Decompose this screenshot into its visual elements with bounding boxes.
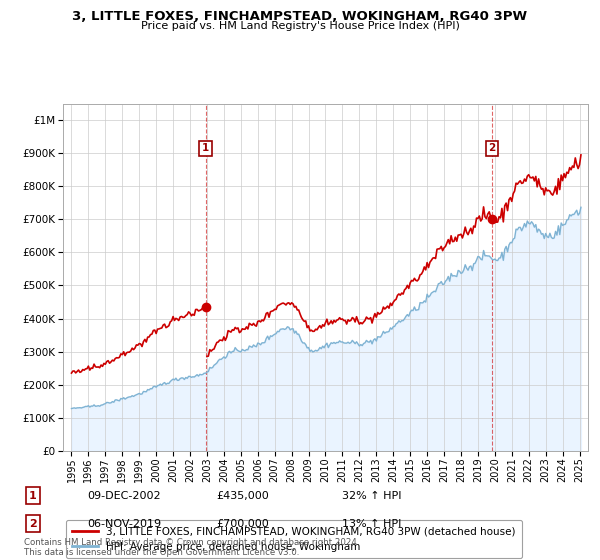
Text: 13% ↑ HPI: 13% ↑ HPI	[342, 519, 401, 529]
Text: 1: 1	[202, 143, 209, 153]
Text: 32% ↑ HPI: 32% ↑ HPI	[342, 491, 401, 501]
Text: 3, LITTLE FOXES, FINCHAMPSTEAD, WOKINGHAM, RG40 3PW: 3, LITTLE FOXES, FINCHAMPSTEAD, WOKINGHA…	[73, 10, 527, 22]
Text: 06-NOV-2019: 06-NOV-2019	[87, 519, 161, 529]
Text: Contains HM Land Registry data © Crown copyright and database right 2024.
This d: Contains HM Land Registry data © Crown c…	[24, 538, 359, 557]
Text: £435,000: £435,000	[216, 491, 269, 501]
Text: 09-DEC-2002: 09-DEC-2002	[87, 491, 161, 501]
Text: £700,000: £700,000	[216, 519, 269, 529]
Text: 2: 2	[29, 519, 37, 529]
Text: Price paid vs. HM Land Registry's House Price Index (HPI): Price paid vs. HM Land Registry's House …	[140, 21, 460, 31]
Text: 1: 1	[29, 491, 37, 501]
Text: 2: 2	[488, 143, 496, 153]
Legend: 3, LITTLE FOXES, FINCHAMPSTEAD, WOKINGHAM, RG40 3PW (detached house), HPI: Avera: 3, LITTLE FOXES, FINCHAMPSTEAD, WOKINGHA…	[65, 520, 522, 558]
